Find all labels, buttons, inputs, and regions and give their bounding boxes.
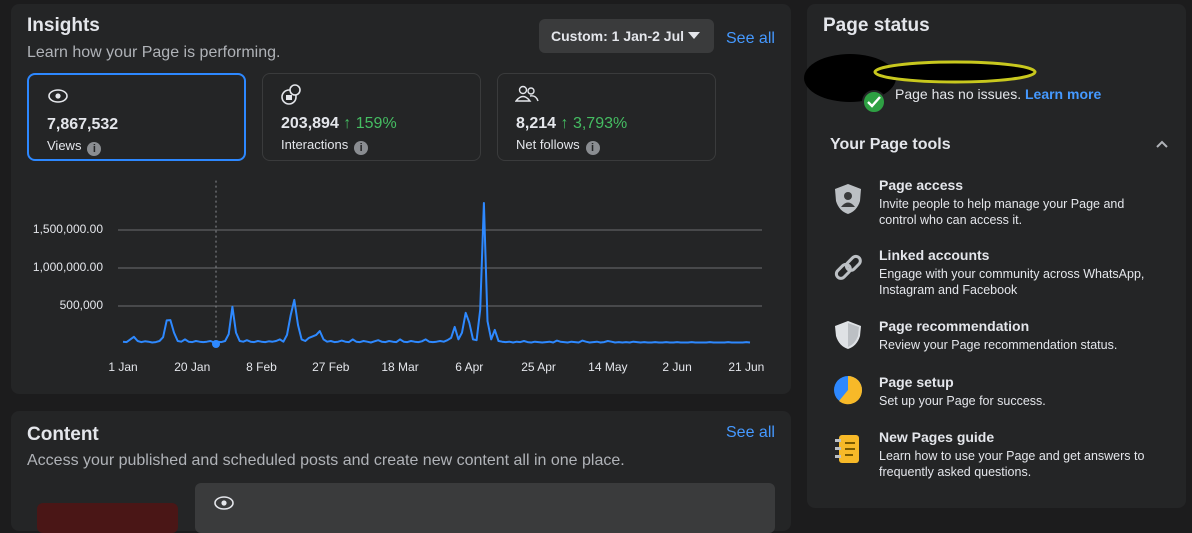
eye-icon <box>48 89 68 103</box>
tool-description: Review your Page recommendation status. <box>879 338 1118 352</box>
status-line: Page has no issues. Learn more <box>895 86 1101 102</box>
metric-label: Net follows <box>516 137 580 152</box>
metric-value: 8,214 <box>516 115 557 132</box>
views-line <box>122 202 751 344</box>
x-tick-label: 25 Apr <box>521 360 556 374</box>
info-icon[interactable]: i <box>585 141 600 155</box>
x-tick-label: 8 Feb <box>246 360 277 374</box>
tool-description: Engage with your community across WhatsA… <box>879 267 1145 297</box>
date-filter-label: Custom: 1 Jan-2 Jul <box>551 28 685 44</box>
metric-card[interactable]: 7,867,532 Views i <box>27 73 246 161</box>
tool-description: Invite people to help manage your Page a… <box>879 197 1125 227</box>
insights-card <box>11 4 791 394</box>
insights-subtitle: Learn how your Page is performing. <box>27 44 281 61</box>
tool-description: Set up your Page for success. <box>879 394 1046 408</box>
interactions-icon <box>281 84 301 105</box>
metric-card[interactable]: 8,214 ↑ 3,793% Net follows i <box>497 73 716 161</box>
x-tick-label: 21 Jun <box>728 360 764 374</box>
content-subtitle: Access your published and scheduled post… <box>27 452 625 469</box>
x-tick-label: 2 Jun <box>662 360 691 374</box>
tool-title: New Pages guide <box>879 429 995 445</box>
follows-icon <box>515 85 539 102</box>
tool-title: Page access <box>879 177 964 193</box>
metric-label: Views <box>47 138 82 153</box>
setup-icon <box>834 376 863 405</box>
views-chart: 500,000 1,000,000.00 1,500,000.00 1 Jan 20 J… <box>33 180 764 374</box>
y-tick-label: 500,000 <box>60 298 104 312</box>
metric-change-value: 3,793% <box>572 115 628 132</box>
y-tick-label: 1,500,000.00 <box>33 222 103 236</box>
hover-dot <box>212 340 220 348</box>
dropdown-caret <box>688 32 700 39</box>
info-icon[interactable]: i <box>87 142 102 156</box>
page-status-title: Page status <box>823 15 930 36</box>
tool-title: Linked accounts <box>879 247 990 263</box>
eye-icon <box>214 496 234 510</box>
x-tick-label: 27 Feb <box>312 360 350 374</box>
x-tick-label: 18 Mar <box>381 360 418 374</box>
post-preview[interactable] <box>195 483 775 533</box>
x-tick-label: 1 Jan <box>108 360 137 374</box>
tool-title: Page setup <box>879 374 954 390</box>
page: Insights Learn how your Page is performi… <box>11 4 1168 533</box>
tools-title: Your Page tools <box>830 136 951 153</box>
x-tick-label: 20 Jan <box>174 360 210 374</box>
shield-icon <box>835 184 861 214</box>
content-title: Content <box>27 424 99 445</box>
status-text: Page has no issues. <box>895 86 1022 102</box>
metric-change-value: 159% <box>355 115 397 132</box>
metric-card[interactable]: 203,894 ↑ 159% Interactions i <box>262 73 481 161</box>
date-filter-button[interactable]: Custom: 1 Jan-2 Jul <box>539 19 714 53</box>
metric-value: 203,894 <box>281 115 339 132</box>
link-icon <box>834 254 862 280</box>
x-tick-label: 14 May <box>588 360 627 374</box>
tool-description: Learn how to use your Page and get answe… <box>879 449 1145 479</box>
redacted-profile <box>804 54 1037 114</box>
x-tick-label: 6 Apr <box>455 360 483 374</box>
metric-value: 7,867,532 <box>47 116 119 133</box>
metric-change: ↑ 3,793% <box>560 115 628 132</box>
metric-change: ↑ 159% <box>343 115 397 132</box>
guide-icon <box>835 435 859 463</box>
learn-more-link[interactable]: Learn more <box>1024 86 1102 102</box>
shield-icon <box>835 321 861 349</box>
see-all-link[interactable]: See all <box>726 424 775 441</box>
insights-title: Insights <box>27 15 100 36</box>
y-tick-label: 1,000,000.00 <box>33 260 103 274</box>
tool-title: Page recommendation <box>879 318 1030 334</box>
see-all-link[interactable]: See all <box>726 30 775 47</box>
metric-label: Interactions <box>281 137 349 152</box>
post-thumbnail[interactable] <box>37 503 178 533</box>
collapse-chevron[interactable] <box>1156 140 1168 148</box>
info-icon[interactable]: i <box>354 141 369 155</box>
